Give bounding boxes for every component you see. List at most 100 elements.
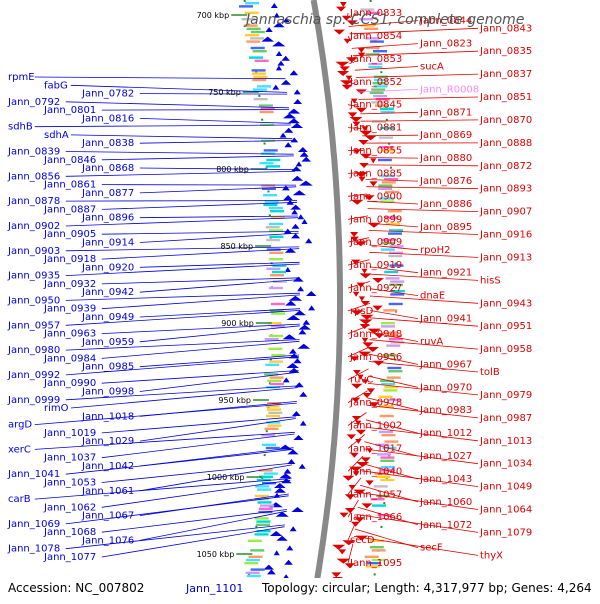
- right-gene-label: Jann_0854: [349, 31, 402, 42]
- forward-gene-arrow: [348, 112, 358, 117]
- reverse-gene-arrow: [271, 3, 278, 8]
- feature-layer: [231, 0, 405, 600]
- right-gene-label: Jann_0978: [349, 398, 402, 409]
- category-bar-outer: [388, 210, 402, 212]
- category-bar-inner: [270, 210, 284, 212]
- reverse-gene-arrow: [298, 329, 306, 334]
- reverse-gene-arrow: [293, 358, 301, 363]
- left-label-leader: [102, 278, 300, 284]
- category-bar-inner: [269, 360, 283, 362]
- right-gene-label: Jann_1012: [419, 428, 472, 439]
- category-bar-inner: [266, 226, 280, 228]
- right-gene-label: Jann_0876: [419, 176, 472, 187]
- kbp-label: 750 kbp: [208, 88, 241, 97]
- right-gene-label: Jann_1072: [419, 520, 472, 531]
- kbp-label: 1000 kbp: [207, 473, 245, 482]
- reverse-gene-arrow: [298, 147, 308, 152]
- reverse-gene-arrow: [303, 320, 311, 325]
- category-bar-outer: [380, 456, 394, 458]
- category-bar-inner: [249, 56, 263, 58]
- reverse-gene-arrow: [292, 176, 304, 181]
- forward-gene-arrow: [347, 434, 356, 439]
- reverse-gene-arrow: [290, 205, 301, 210]
- reverse-gene-arrow: [281, 80, 291, 85]
- left-label-leader: [102, 156, 294, 160]
- reverse-gene-arrow: [279, 473, 292, 478]
- right-gene-label: Jann_0845: [349, 100, 402, 111]
- category-bar-inner: [265, 364, 279, 366]
- reverse-gene-arrow: [305, 238, 312, 243]
- right-label-leader: [364, 158, 418, 159]
- forward-gene-arrow: [332, 545, 345, 550]
- category-bar-inner: [250, 37, 264, 39]
- reverse-gene-arrow: [292, 224, 300, 229]
- right-gene-label: Jann_1013: [479, 436, 532, 447]
- category-bar-outer: [380, 415, 394, 417]
- reverse-gene-arrow: [295, 382, 304, 387]
- right-gene-label: Jann_1002: [349, 421, 402, 432]
- right-label-leader: [358, 89, 418, 92]
- right-gene-label: Jann_0886: [419, 199, 472, 210]
- right-gene-label: Jann_R0008: [419, 84, 479, 95]
- category-bar-inner: [250, 549, 264, 551]
- right-gene-label: Jann_1057: [349, 489, 402, 500]
- left-gene-label: xerC: [8, 444, 31, 455]
- right-gene-label: Jann_0880: [419, 153, 472, 164]
- reverse-gene-arrow: [293, 99, 302, 104]
- category-bar-inner: [267, 424, 281, 426]
- left-gene-label: Jann_0998: [81, 387, 134, 398]
- category-bar-inner: [246, 572, 260, 574]
- reverse-gene-arrow: [308, 305, 315, 310]
- accession-text: Accession: NC_007802: [8, 581, 144, 595]
- footer: Accession: NC_007802 Jann_1101 Topology:…: [0, 578, 600, 600]
- category-bar-outer: [370, 92, 384, 94]
- category-bar-inner: [269, 252, 283, 254]
- right-gene-label: Jann_1095: [349, 558, 402, 569]
- right-gene-label: Jann_1017: [349, 443, 402, 454]
- category-bar-inner: [267, 380, 281, 382]
- reverse-gene-arrow: [283, 377, 290, 382]
- reverse-gene-arrow: [284, 128, 293, 133]
- category-bar-inner: [270, 383, 284, 385]
- category-bar-inner: [252, 72, 266, 74]
- reverse-gene-arrow: [293, 277, 304, 282]
- forward-gene-arrow: [359, 163, 369, 168]
- category-bar-inner: [251, 568, 265, 570]
- forward-gene-arrow: [334, 30, 345, 35]
- reverse-gene-arrow: [292, 411, 301, 416]
- category-bar-inner: [264, 149, 278, 151]
- right-gene-label: Jann_0881: [349, 123, 402, 134]
- right-gene-label: Jann_0956: [349, 352, 402, 363]
- category-bar-inner: [253, 50, 267, 52]
- right-gene-label: Jann_0885: [349, 168, 402, 179]
- category-bar-inner: [255, 60, 269, 62]
- category-bar-outer: [388, 232, 402, 234]
- right-gene-label: Jann_0852: [349, 77, 402, 88]
- right-gene-label: Jann_0869: [419, 130, 472, 141]
- category-bar-inner: [244, 562, 258, 564]
- kbp-label: 1050 kbp: [197, 550, 235, 559]
- category-bar-inner: [254, 98, 268, 100]
- reverse-gene-arrow: [284, 229, 292, 234]
- right-gene-label: Jann_0909: [349, 237, 402, 248]
- left-gene-label: Jann_0868: [81, 163, 134, 174]
- forward-gene-arrow: [366, 480, 374, 485]
- forward-gene-arrow: [336, 7, 346, 12]
- reverse-gene-arrow: [288, 109, 301, 114]
- left-label-leader: [35, 403, 297, 425]
- reverse-gene-arrow: [277, 61, 284, 66]
- right-label-leader: [362, 135, 418, 136]
- right-gene-label: Jann_1049: [479, 482, 532, 493]
- reverse-gene-arrow: [291, 166, 301, 171]
- bottom-gene-label: Jann_1101: [186, 582, 243, 595]
- category-bar-inner: [266, 268, 280, 270]
- left-gene-label: sdhB: [8, 122, 33, 133]
- category-bar-outer: [389, 303, 403, 305]
- reverse-gene-arrow: [290, 137, 298, 142]
- category-bar-inner: [269, 258, 283, 260]
- right-gene-label: Jann_0967: [419, 359, 472, 370]
- reverse-gene-arrow: [285, 301, 296, 306]
- left-gene-label: Jann_1061: [81, 486, 134, 497]
- category-bar-outer: [381, 322, 395, 324]
- left-label-leader: [102, 231, 299, 234]
